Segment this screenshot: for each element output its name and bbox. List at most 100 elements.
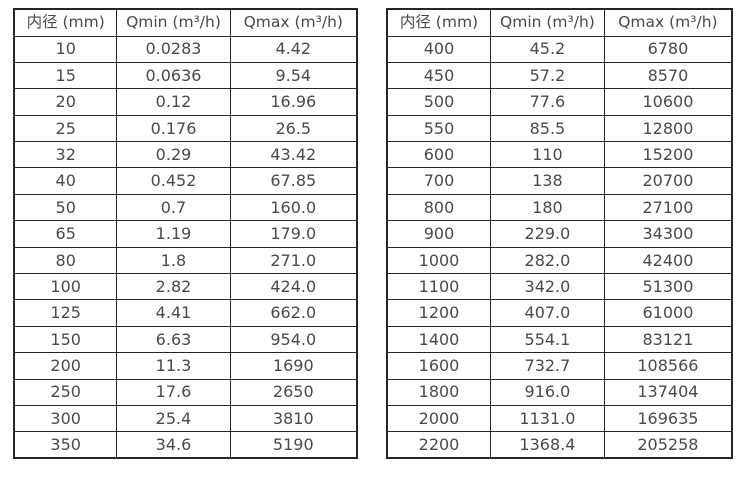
column-header: Qmax (m³/h) [603,8,733,37]
table-cell: 4.41 [116,299,231,327]
table-row: 100 2.82 424.0 [13,273,358,301]
table-cell: 160.0 [229,193,358,222]
table-row: 1600 732.7 108566 [386,352,733,380]
table-cell: 40 [13,167,118,195]
table-cell: 32 [13,141,118,169]
table-row: 600 110 15200 [386,141,733,169]
table-row: 2000 1131.0 169635 [386,404,733,433]
table-cell: 229.0 [490,220,605,248]
table-cell: 17.6 [116,378,231,406]
table-cell: 10600 [603,88,733,116]
column-header: 内径 (mm) [386,8,491,37]
table-cell: 1368.4 [490,431,605,459]
table-cell: 34.6 [116,431,231,459]
table-cell: 9.54 [229,61,358,90]
table-cell: 282.0 [490,246,605,275]
table-cell: 45.2 [490,35,605,63]
table-cell: 25.4 [116,404,231,433]
table-row: 20 0.12 16.96 [13,88,358,116]
table-row: 1800 916.0 137404 [386,378,733,406]
table-row: 400 45.2 6780 [386,35,733,63]
table-cell: 0.29 [116,141,231,169]
table-cell: 15200 [603,141,733,169]
table-cell: 450 [386,61,491,90]
table-cell: 1800 [386,378,491,406]
column-header: 内径 (mm) [13,8,118,37]
table-cell: 27100 [603,193,733,222]
table-cell: 137404 [603,378,733,406]
table-cell: 1100 [386,273,491,301]
column-header: Qmax (m³/h) [229,8,358,37]
table-row: 350 34.6 5190 [13,431,358,459]
table-cell: 550 [386,114,491,143]
table-body: 400 45.2 6780 450 57.2 8570 500 77.6 10600 550 85.… [386,35,733,459]
table-cell: 12800 [603,114,733,143]
table-cell: 67.85 [229,167,358,195]
table-cell: 1600 [386,352,491,380]
table-cell: 732.7 [490,352,605,380]
table-row: 550 85.5 12800 [386,114,733,143]
table-cell: 5190 [229,431,358,459]
table-cell: 0.0283 [116,35,231,63]
table-row: 800 180 27100 [386,193,733,222]
table-cell: 200 [13,352,118,380]
table-cell: 500 [386,88,491,116]
table-row: 125 4.41 662.0 [13,299,358,327]
table-cell: 83121 [603,325,733,354]
table-cell: 271.0 [229,246,358,275]
table-cell: 42400 [603,246,733,275]
table-cell: 0.12 [116,88,231,116]
table-cell: 61000 [603,299,733,327]
table-cell: 100 [13,273,118,301]
table-cell: 169635 [603,404,733,433]
table-cell: 16.96 [229,88,358,116]
table-cell: 15 [13,61,118,90]
table-cell: 205258 [603,431,733,459]
table-cell: 250 [13,378,118,406]
table-cell: 6780 [603,35,733,63]
table-row: 500 77.6 10600 [386,88,733,116]
flow-range-table-small-diameter: 内径 (mm) Qmin (m³/h) Qmax (m³/h) 10 0.0283 4.… [13,8,358,460]
table-cell: 342.0 [490,273,605,301]
table-cell: 57.2 [490,61,605,90]
table-cell: 1.8 [116,246,231,275]
table-cell: 916.0 [490,378,605,406]
flow-range-table-large-diameter: 内径 (mm) Qmin (m³/h) Qmax (m³/h) 400 45.2 678… [386,8,733,460]
table-body: 10 0.0283 4.42 15 0.0636 9.54 20 0.12 16.96 25 0.1… [13,35,358,459]
table-cell: 662.0 [229,299,358,327]
table-cell: 800 [386,193,491,222]
table-cell: 110 [490,141,605,169]
table-row: 900 229.0 34300 [386,220,733,248]
table-row: 50 0.7 160.0 [13,193,358,222]
table-cell: 20700 [603,167,733,195]
table-row: 10 0.0283 4.42 [13,35,358,63]
header-row: 内径 (mm) Qmin (m³/h) Qmax (m³/h) [386,8,733,37]
table-cell: 1131.0 [490,404,605,433]
table-cell: 554.1 [490,325,605,354]
table-cell: 65 [13,220,118,248]
table-row: 80 1.8 271.0 [13,246,358,275]
table-cell: 8570 [603,61,733,90]
table-cell: 179.0 [229,220,358,248]
table-row: 1100 342.0 51300 [386,273,733,301]
table-cell: 51300 [603,273,733,301]
table-cell: 25 [13,114,118,143]
table-row: 1200 407.0 61000 [386,299,733,327]
table-cell: 0.176 [116,114,231,143]
table-cell: 1690 [229,352,358,380]
table-cell: 0.0636 [116,61,231,90]
table-cell: 4.42 [229,35,358,63]
table-cell: 20 [13,88,118,116]
table-row: 1400 554.1 83121 [386,325,733,354]
table-cell: 26.5 [229,114,358,143]
table-row: 25 0.176 26.5 [13,114,358,143]
table-cell: 2.82 [116,273,231,301]
table-cell: 1000 [386,246,491,275]
table-row: 2200 1368.4 205258 [386,431,733,459]
table-cell: 125 [13,299,118,327]
table-cell: 150 [13,325,118,354]
table-cell: 180 [490,193,605,222]
table-row: 65 1.19 179.0 [13,220,358,248]
table-row: 250 17.6 2650 [13,378,358,406]
table-cell: 954.0 [229,325,358,354]
